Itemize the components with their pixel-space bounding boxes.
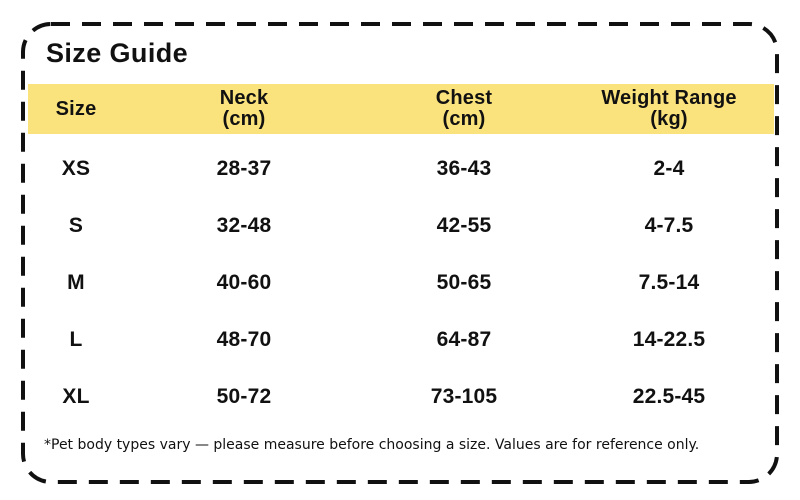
table-header: Size Neck (cm) Chest (cm) Weight Range (… [28, 84, 774, 134]
weight-value: 14-22.5 [632, 327, 706, 351]
table-row: XS 28-37 36-43 2-4 [28, 140, 774, 197]
table-row: S 32-48 42-55 4-7.5 [28, 197, 774, 254]
neck-value: 40-60 [216, 270, 272, 294]
neck-value: 50-72 [216, 384, 272, 408]
neck-value: 32-48 [216, 213, 272, 237]
neck-value: 28-37 [216, 156, 272, 180]
page-title: Size Guide [46, 38, 189, 68]
column-header-size: Size [28, 97, 124, 120]
column-header-neck-unit: (cm) [222, 108, 266, 130]
chest-value: 64-87 [436, 327, 492, 351]
column-header-chest: Chest (cm) [364, 88, 564, 130]
chest-value: 50-65 [436, 270, 492, 294]
column-header-weight-label: Weight Range [601, 87, 737, 109]
size-value: L [69, 327, 83, 351]
chest-value: 42-55 [436, 213, 492, 237]
column-header-weight-unit: (kg) [650, 108, 688, 130]
column-header-chest-unit: (cm) [442, 108, 486, 130]
column-header-neck-label: Neck [219, 87, 269, 109]
column-header-weight: Weight Range (kg) [564, 88, 774, 130]
footnote: *Pet body types vary — please measure be… [44, 437, 700, 453]
neck-value: 48-70 [216, 327, 272, 351]
weight-value: 22.5-45 [632, 384, 706, 408]
weight-value: 7.5-14 [638, 270, 700, 294]
size-value: S [68, 213, 84, 237]
chest-value: 73-105 [430, 384, 498, 408]
chest-value: 36-43 [436, 156, 492, 180]
size-value: XL [62, 384, 90, 408]
size-value: XS [61, 156, 91, 180]
table-row: XL 50-72 73-105 22.5-45 [28, 368, 774, 425]
column-header-neck: Neck (cm) [124, 88, 364, 130]
table-body: XS 28-37 36-43 2-4 S 32-48 42-55 4-7.5 M… [28, 140, 774, 425]
size-value: M [67, 270, 85, 294]
weight-value: 2-4 [653, 156, 685, 180]
weight-value: 4-7.5 [644, 213, 694, 237]
column-header-size-label: Size [55, 97, 97, 120]
column-header-chest-label: Chest [435, 87, 493, 109]
table-row: M 40-60 50-65 7.5-14 [28, 254, 774, 311]
table-row: L 48-70 64-87 14-22.5 [28, 311, 774, 368]
